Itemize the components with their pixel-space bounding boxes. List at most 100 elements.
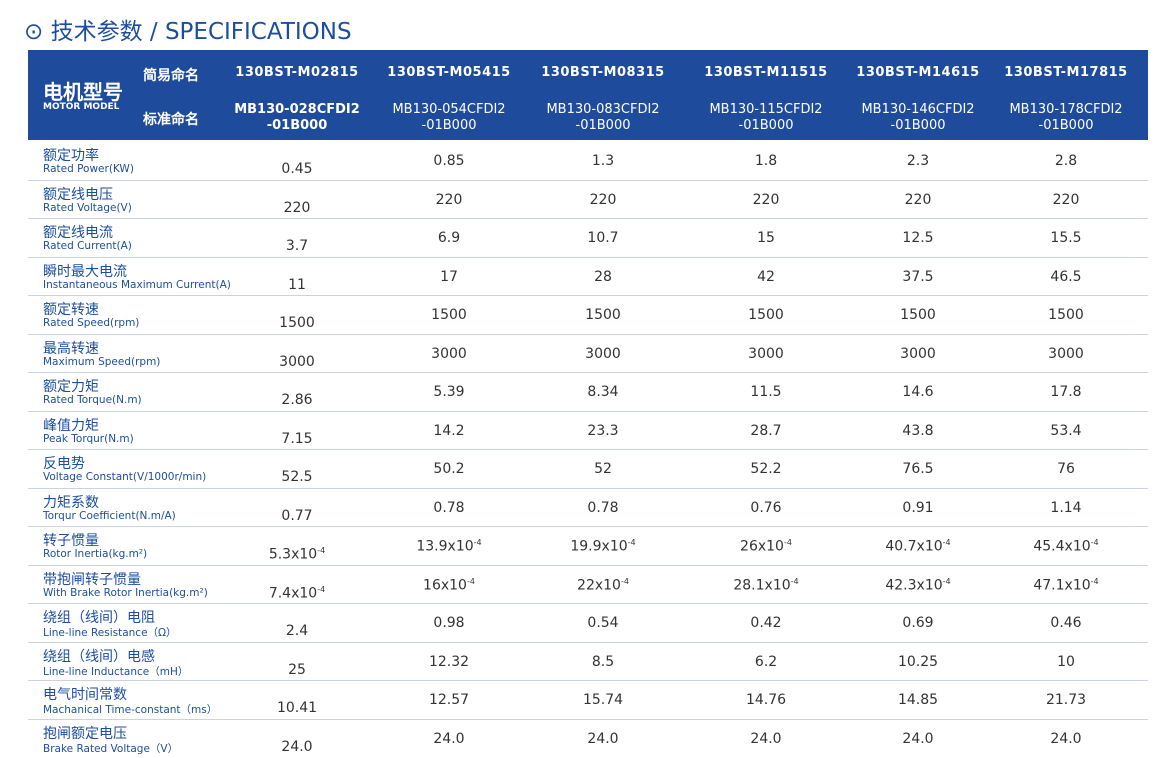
row-separator	[28, 449, 1148, 450]
row-label-en: Voltage Constant(V/1000r/min)	[43, 471, 207, 483]
simple-name: 130BST-M11515	[704, 65, 828, 80]
row-label-en: With Brake Rotor Inertia(kg.m²)	[43, 586, 208, 599]
mantissa: 7.4x10	[268, 585, 318, 602]
cell-value: 0.69	[902, 615, 934, 631]
cell-value: 12.5	[902, 230, 934, 246]
row-label-cn: 绕组（线间）电感	[43, 648, 155, 665]
cell-value: 42	[757, 268, 775, 285]
cell-value: 220	[752, 191, 780, 208]
cell-value: 1500	[431, 307, 467, 323]
mantissa: 42.3x10	[885, 577, 943, 594]
title: ⊙ 技术参数 / SPECIFICATIONS	[24, 19, 352, 45]
mantissa: 47.1x10	[1033, 577, 1091, 594]
standard-name: -01B000	[738, 118, 794, 133]
row-label-en: Peak Torqur(N.m)	[43, 432, 134, 445]
cell-value: 42.3x10-4	[885, 577, 950, 594]
cell-value: 45.4x10-4	[1033, 538, 1098, 555]
cell-value: 14.76	[745, 692, 787, 708]
cell-value: 220	[283, 199, 311, 216]
mantissa: 5.3x10	[268, 546, 318, 563]
simple-name: 130BST-M02815	[235, 65, 359, 80]
mantissa: 45.4x10	[1033, 538, 1091, 555]
simple-name: 130BST-M08315	[541, 65, 665, 80]
row-label-en: Machanical Time-constant（ms）	[43, 704, 218, 716]
cell-value: 12.57	[428, 692, 470, 708]
cell-value: 52	[594, 461, 612, 477]
cell-value: 37.5	[902, 268, 934, 285]
exponent: -4	[942, 576, 951, 586]
cell-value: 17.8	[1050, 384, 1082, 400]
row-label-cn: 峰值力矩	[43, 417, 99, 434]
exponent: -4	[620, 576, 629, 586]
cell-value: 220	[1052, 191, 1080, 208]
simple-label: 简易命名	[143, 68, 199, 84]
row-label-en: Line-line Resistance（Ω）	[43, 627, 177, 639]
cell-value: 0.42	[750, 615, 782, 631]
cell-value: 3000	[900, 345, 936, 362]
simple-name: 130BST-M05415	[387, 65, 511, 80]
cell-value: 220	[904, 191, 932, 208]
cell-value: 3000	[748, 345, 784, 362]
cell-value: 1.3	[591, 153, 615, 169]
cell-value: 1500	[748, 307, 784, 323]
exponent: -4	[783, 538, 792, 547]
row-label-cn: 带抱闸转子惯量	[43, 571, 141, 588]
row-separator	[28, 179, 1148, 181]
cell-value: 47.1x10-4	[1033, 577, 1098, 594]
row-label-en: Rotor Inertia(kg.m²)	[43, 548, 148, 560]
cell-value: 3.7	[285, 238, 309, 254]
standard-name: -01B000	[421, 118, 477, 133]
cell-value: 1500	[1048, 307, 1084, 323]
cell-value: 76	[1057, 461, 1075, 477]
cell-value: 15	[757, 230, 775, 246]
cell-value: 24.0	[281, 738, 313, 755]
row-label-cn: 反电势	[43, 456, 85, 472]
exponent: -4	[1090, 538, 1099, 547]
cell-value: 24.0	[433, 730, 465, 747]
row-separator	[28, 218, 1148, 219]
cell-value: 1500	[279, 315, 315, 331]
row-separator	[28, 295, 1148, 296]
row-label-cn: 额定线电流	[43, 225, 113, 241]
cell-value: 24.0	[750, 730, 782, 747]
cell-value: 76.5	[902, 461, 934, 477]
standard-name: -01B000	[575, 118, 631, 133]
standard-name: -01B000	[266, 118, 328, 133]
row-separator	[28, 564, 1148, 566]
cell-value: 53.4	[1050, 422, 1082, 439]
cell-value: 7.15	[281, 430, 313, 447]
exponent: -4	[317, 584, 326, 594]
row-label-cn: 电气时间常数	[43, 687, 127, 703]
cell-value: 2.8	[1054, 153, 1078, 169]
cell-value: 52.2	[750, 461, 782, 477]
row-label-en: Rated Power(KW)	[43, 163, 134, 175]
row-label-cn: 绕组（线间）电阻	[43, 610, 155, 626]
cell-value: 0.78	[433, 499, 465, 516]
cell-value: 28.7	[750, 422, 782, 439]
standard-name: -01B000	[890, 118, 946, 133]
row-separator	[28, 372, 1148, 373]
standard-name: MB130-115CFDI2	[709, 102, 823, 117]
cell-value: 24.0	[587, 730, 619, 747]
cell-value: 0.54	[587, 615, 619, 631]
row-separator	[28, 680, 1148, 681]
row-label-cn: 转子惯量	[43, 533, 99, 549]
mantissa: 26x10	[740, 538, 784, 555]
cell-value: 3000	[431, 345, 467, 362]
row-label-en: Maximum Speed(rpm)	[43, 355, 161, 368]
row-label-cn: 额定力矩	[43, 379, 99, 395]
mantissa: 16x10	[423, 577, 467, 594]
row-label-cn: 抱闸额定电压	[43, 725, 127, 742]
cell-value: 25	[288, 661, 306, 678]
cell-value: 220	[435, 191, 463, 208]
cell-value: 40.7x10-4	[885, 538, 950, 555]
cell-value: 10.25	[897, 653, 939, 670]
standard-name: MB130-028CFDI2	[234, 102, 360, 117]
exponent: -4	[473, 538, 482, 547]
cell-value: 46.5	[1050, 268, 1082, 285]
cell-value: 0.98	[433, 615, 465, 631]
cell-value: 15.74	[582, 692, 624, 708]
row-label-cn: 力矩系数	[43, 494, 99, 511]
row-label-en: Rated Torque(N.m)	[43, 394, 142, 406]
simple-name: 130BST-M14615	[856, 65, 980, 80]
